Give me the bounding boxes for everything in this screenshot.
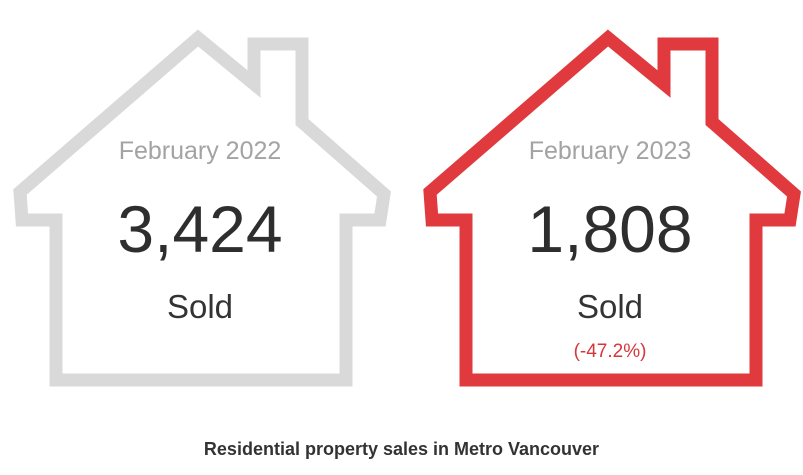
sales-count-2022: 3,424: [117, 192, 283, 266]
house-outline-right: [423, 29, 801, 387]
house-outline-icon: [423, 29, 801, 387]
house-outline-icon: [13, 29, 391, 387]
house-outline-left: [13, 29, 391, 387]
house-card-2023: February 2023 1,808 Sold (-47.2%): [410, 0, 803, 400]
change-percent-2023: (-47.2%): [573, 341, 647, 362]
chart-title: Residential property sales in Metro Vanc…: [203, 439, 600, 459]
sold-label-2022: Sold: [166, 288, 234, 325]
sold-label-2023: Sold: [576, 288, 644, 325]
sales-count-2023: 1,808: [527, 192, 693, 266]
period-label-2023: February 2023: [528, 137, 692, 165]
period-label-2022: February 2022: [118, 137, 282, 165]
house-card-2022: February 2022 3,424 Sold: [0, 0, 400, 400]
